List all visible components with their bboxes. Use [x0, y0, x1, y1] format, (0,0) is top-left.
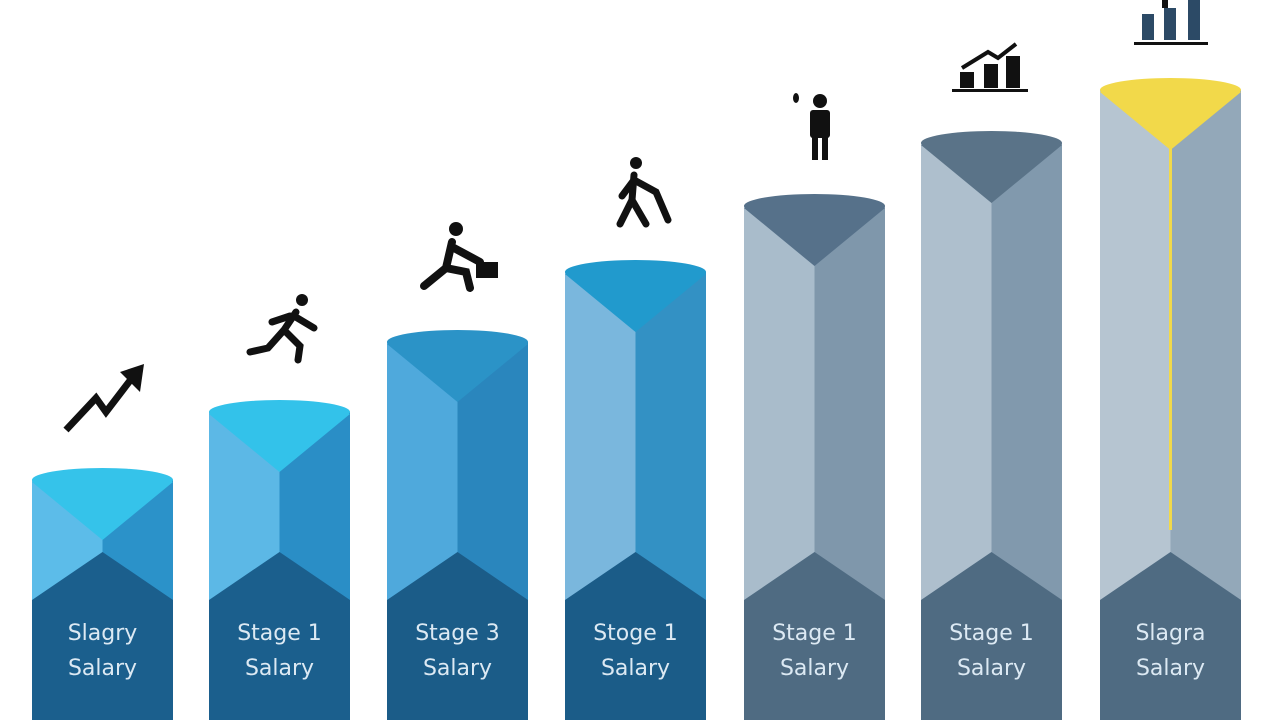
- arrow-head: [120, 364, 144, 392]
- stage-column: Stoge 1 Salary: [565, 260, 706, 720]
- column-base: [744, 552, 885, 720]
- column-top-fold: [209, 414, 350, 472]
- worker-icon: [420, 222, 498, 292]
- stage-label: Stage 1: [772, 621, 857, 646]
- column-top-fold: [921, 145, 1062, 203]
- stage-sublabel: Salary: [245, 656, 314, 681]
- column-top-fold: [744, 208, 885, 266]
- stage-label: Stage 1: [949, 621, 1034, 646]
- column-top-fold: [565, 274, 706, 332]
- stage-sublabel: Salary: [780, 656, 849, 681]
- stage-column: Stage 1 Salary: [921, 131, 1062, 720]
- stage-column: Slagry Salary: [32, 468, 173, 720]
- column-base: [32, 552, 173, 720]
- stage-label: Stoge 1: [593, 621, 678, 646]
- stage-label: Slagry: [68, 621, 138, 646]
- stage-column: Slagra Salary: [1100, 78, 1241, 720]
- center-line: [1169, 140, 1172, 530]
- walker-icon: [616, 157, 672, 228]
- stage-sublabel: Salary: [957, 656, 1026, 681]
- stage-column: Stage 1 Salary: [209, 400, 350, 720]
- column-top-fold: [32, 482, 173, 540]
- stage-sublabel: Salary: [601, 656, 670, 681]
- column-base: [209, 552, 350, 720]
- column-base: [387, 552, 528, 720]
- stage-label: Slagra: [1135, 621, 1205, 646]
- column-base: [1100, 552, 1241, 720]
- bar-icon: [1134, 0, 1208, 45]
- stage-column: Stage 1 Salary: [744, 194, 885, 720]
- icons: [63, 0, 1208, 433]
- stage-sublabel: Salary: [68, 656, 137, 681]
- stage-sublabel: Salary: [423, 656, 492, 681]
- runner-icon: [246, 294, 318, 364]
- column-top-fold: [1100, 92, 1241, 150]
- growth-chart-icon: [952, 42, 1028, 92]
- businessman-icon: [793, 93, 830, 160]
- column-base: [921, 552, 1062, 720]
- arrow-icon: [63, 375, 135, 433]
- stage-sublabel: Salary: [1136, 656, 1205, 681]
- stage-label: Stage 1: [237, 621, 322, 646]
- stage-label: Stage 3: [415, 621, 500, 646]
- column-base: [565, 552, 706, 720]
- stage-column: Stage 3 Salary: [387, 330, 528, 720]
- column-top-fold: [387, 344, 528, 402]
